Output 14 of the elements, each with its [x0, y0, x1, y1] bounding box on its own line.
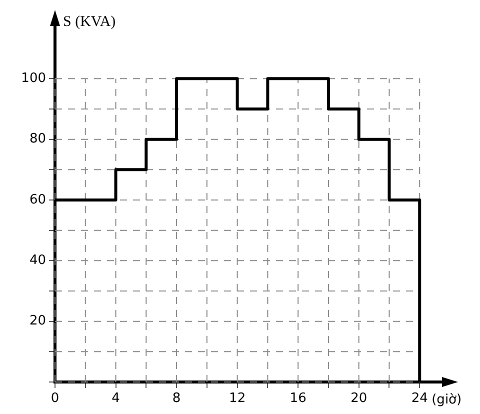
y-tick-label: 40: [29, 253, 46, 268]
x-tick-label: 16: [290, 391, 306, 406]
y-tick-label: 20: [29, 314, 46, 329]
x-tick-label: 0: [50, 391, 60, 406]
x-axis-title: (giờ): [432, 392, 462, 408]
x-tick-label: 12: [229, 391, 246, 406]
y-axis-title: S (KVA): [63, 14, 116, 30]
x-tick-label: 4: [112, 391, 120, 406]
y-tick-label: 60: [29, 192, 46, 208]
y-tick-label: 80: [29, 132, 46, 147]
x-tick-label: 8: [172, 391, 181, 406]
y-tick-label: 100: [21, 71, 46, 86]
x-tick-label: 20: [350, 391, 368, 406]
x-tick-label: 24: [411, 391, 428, 406]
